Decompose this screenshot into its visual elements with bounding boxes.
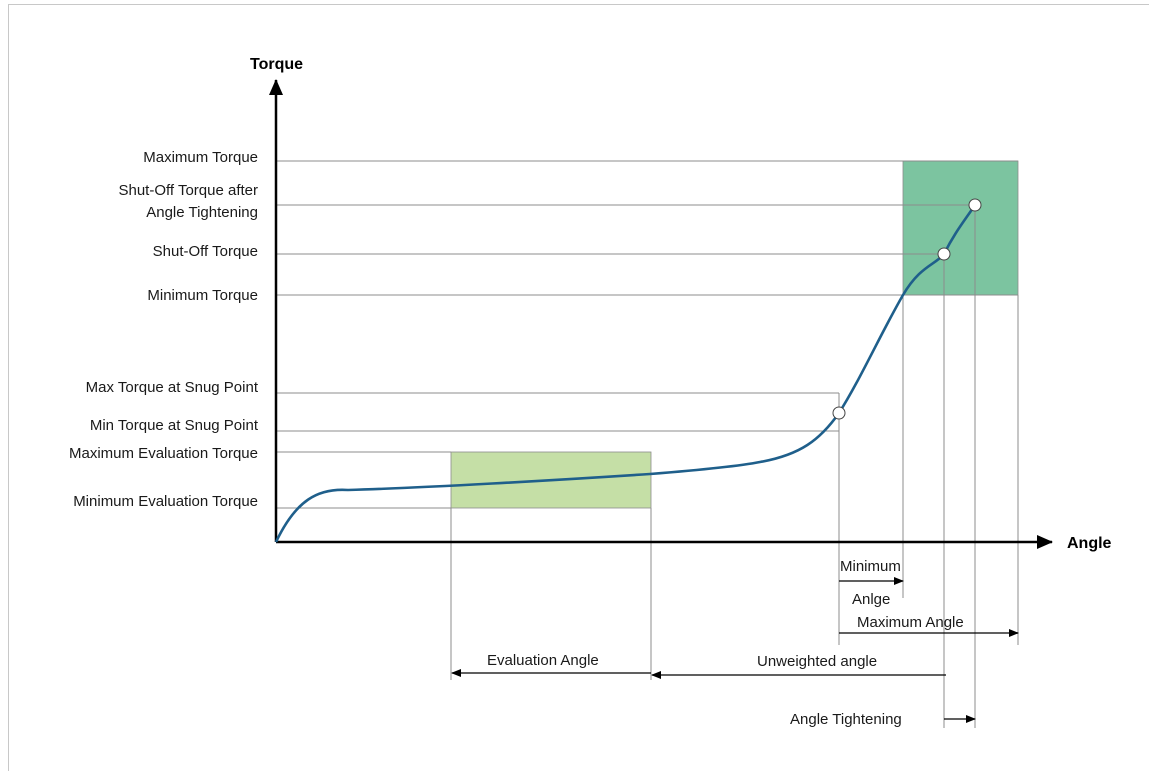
label-shutoff-torque: Shut-Off Torque	[153, 243, 258, 260]
label-min-torque-snug: Min Torque at Snug Point	[90, 417, 259, 434]
torque-guide-lines	[276, 160, 1018, 509]
label-evaluation-angle: Evaluation Angle	[487, 652, 599, 669]
label-angle-tightening: Angle Tightening	[790, 711, 902, 728]
torque-curve	[274, 204, 977, 543]
label-unweighted-angle: Unweighted angle	[757, 653, 877, 670]
label-minimum-torque: Minimum Torque	[147, 287, 258, 304]
label-max-torque-snug: Max Torque at Snug Point	[86, 379, 259, 396]
label-maximum-torque: Maximum Torque	[143, 149, 258, 166]
angle-guide-lines	[450, 205, 1019, 728]
angle-arrows	[451, 577, 1019, 723]
x-axis-title: Angle	[1067, 535, 1112, 552]
label-shutoff-after-angle-2: Angle Tightening	[146, 204, 258, 221]
label-shutoff-after-angle-1: Shut-Off Torque after	[118, 182, 258, 199]
shutoff-point-marker	[937, 247, 951, 261]
label-max-eval-torque: Maximum Evaluation Torque	[69, 445, 258, 462]
label-maximum-angle: Maximum Angle	[857, 614, 964, 631]
label-min-eval-torque: Minimum Evaluation Torque	[73, 493, 258, 510]
snug-point-marker	[832, 406, 846, 420]
label-minimum-angle-2: Anlge	[852, 591, 890, 608]
label-minimum-angle-1: Minimum	[840, 558, 901, 575]
y-axis-title: Torque	[250, 56, 303, 73]
diagram-frame	[8, 4, 1149, 771]
shutoff-after-angle-marker	[968, 198, 982, 212]
